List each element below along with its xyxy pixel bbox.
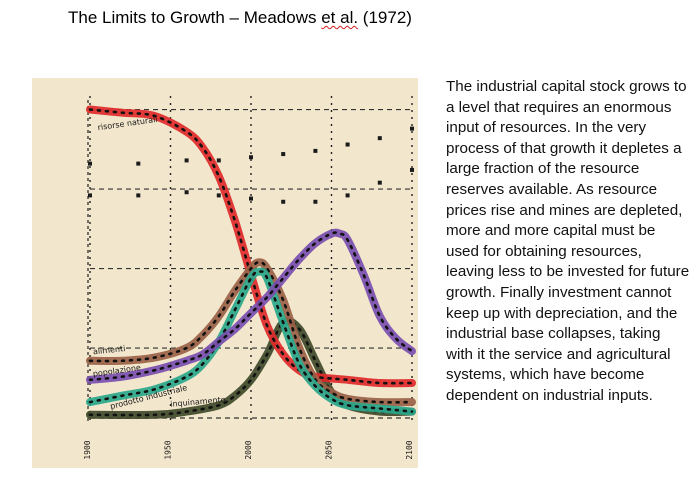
dot-marker <box>88 193 92 198</box>
dot-marker <box>345 193 350 198</box>
dot-marker <box>281 199 286 204</box>
dot-marker <box>377 136 382 141</box>
limits-to-growth-chart: risorse naturali alimenti popolazione prodo… <box>32 78 418 468</box>
title-text: The Limits to Growth – Meadows <box>68 8 322 27</box>
series-alimenti-dots <box>88 260 414 404</box>
x-tick-label-1950: 1950 <box>164 440 173 459</box>
series-popolazione-dots <box>88 231 414 382</box>
dot-marker <box>345 142 350 147</box>
chart-grid <box>87 96 413 424</box>
x-tick-label-2050: 2050 <box>325 440 334 459</box>
x-tick-label-1900: 1900 <box>83 440 92 459</box>
title-etal: et al. <box>321 8 359 27</box>
chart-svg: risorse naturalialimentipopolazioneprodo… <box>32 78 418 468</box>
series-label-alimenti: alimenti <box>92 344 125 356</box>
chart-dotted-series <box>88 126 414 204</box>
dot-marker <box>410 126 414 131</box>
dot-marker <box>249 155 253 160</box>
dot-marker <box>377 180 382 185</box>
dot-marker <box>136 161 141 166</box>
slide-title: The Limits to Growth – Meadows et al. (1… <box>68 8 412 28</box>
dot-marker <box>184 190 189 195</box>
series-prodotto-industriale-dots <box>88 270 414 413</box>
dot-marker <box>136 193 141 198</box>
dot-marker <box>410 167 414 172</box>
dot-marker <box>281 152 286 157</box>
dot-marker <box>216 193 221 198</box>
x-tick-label-2100: 2100 <box>405 440 414 459</box>
title-year: (1972) <box>358 8 412 27</box>
series-risorse-naturali-dots <box>88 108 414 385</box>
dot-marker <box>88 161 92 166</box>
body-text: The industrial capital stock grows to a … <box>446 78 690 404</box>
chart-series <box>86 105 416 420</box>
dot-marker <box>184 158 189 163</box>
dot-marker <box>216 158 221 163</box>
dot-marker <box>313 148 318 153</box>
x-tick-label-2000: 2000 <box>244 440 253 459</box>
dot-marker <box>249 196 253 201</box>
dot-marker <box>313 199 318 204</box>
